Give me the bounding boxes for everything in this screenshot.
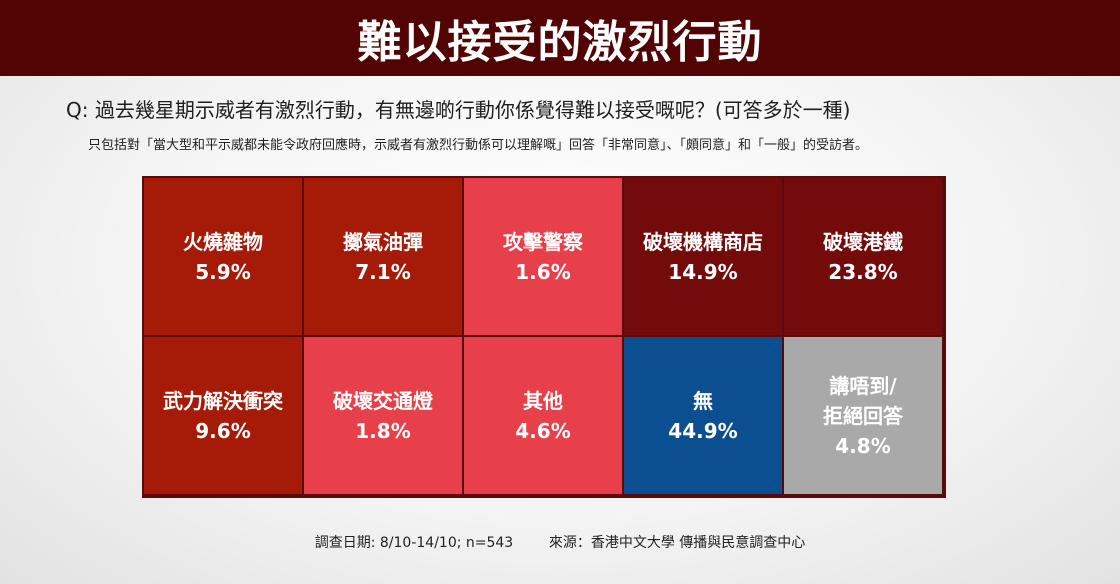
cell-value: 4.6% [515,418,571,443]
cell-value: 1.8% [355,418,411,443]
grid-cell: 破壞交通燈 1.8% [303,336,463,495]
grid-cell: 武力解決衝突 9.6% [143,336,303,495]
cell-label: 擲氣油彈 [343,229,423,254]
survey-date: 調查日期: 8/10-14/10; n=543 [314,535,514,551]
cell-label: 火燒雜物 [183,229,263,254]
cell-value: 1.6% [515,259,571,284]
cell-label: 講唔到/ 拒絕回答 [823,373,903,428]
grid-cell: 無 44.9% [623,336,783,495]
grid-cell: 破壞港鐵 23.8% [783,177,943,336]
cell-value: 4.8% [835,433,891,458]
cell-value: 5.9% [195,259,251,284]
cell-value: 9.6% [195,418,251,443]
cell-label: 無 [693,388,713,413]
cell-label: 其他 [523,388,563,413]
source-credit: 來源：香港中文大學 傳播與民意調查中心 [548,535,806,551]
grid-cell: 火燒雜物 5.9% [143,177,303,336]
results-grid: 火燒雜物 5.9% 擲氣油彈 7.1% 攻擊警察 1.6% 破壞機構商店 14.… [142,176,946,498]
page-title: 難以接受的激烈行動 [357,17,763,68]
grid-cell: 擲氣油彈 7.1% [303,177,463,336]
cell-value: 23.8% [828,259,898,284]
grid-cell: 講唔到/ 拒絕回答 4.8% [783,336,943,495]
cell-label: 武力解決衝突 [163,388,283,413]
cell-value: 44.9% [668,418,738,443]
cell-label: 攻擊警察 [503,229,583,254]
cell-label: 破壞港鐵 [823,229,903,254]
cell-value: 7.1% [355,259,411,284]
cell-value: 14.9% [668,259,738,284]
respondent-note: 只包括對「當大型和平示威都未能令政府回應時，示威者有激烈行動係可以理解嘅」回答「… [88,138,869,153]
title-bar: 難以接受的激烈行動 [0,0,1120,76]
footer: 調查日期: 8/10-14/10; n=543 來源：香港中文大學 傳播與民意調… [0,532,1120,552]
grid-cell: 其他 4.6% [463,336,623,495]
cell-label: 破壞交通燈 [333,388,433,413]
cell-label: 破壞機構商店 [643,229,763,254]
question-text: Q: 過去幾星期示威者有激烈行動，有無邊啲行動你係覺得難以接受嘅呢？(可答多於一… [66,98,851,122]
grid-cell: 破壞機構商店 14.9% [623,177,783,336]
grid-cell: 攻擊警察 1.6% [463,177,623,336]
